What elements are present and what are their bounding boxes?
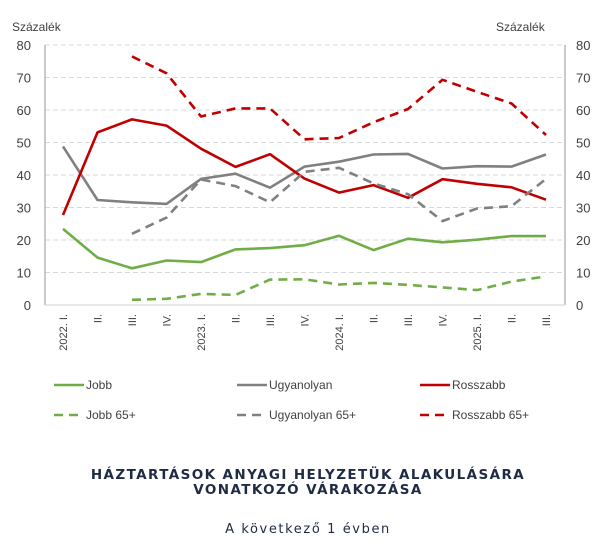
x-tick-label: III. (403, 314, 415, 326)
x-tick-label: III. (265, 314, 277, 326)
y-tick-label-left: 30 (17, 201, 31, 216)
x-tick-label: IV. (438, 314, 450, 326)
legend-label: Ugyanolyan 65+ (269, 408, 356, 422)
axes (44, 45, 566, 306)
series-line-rosszabb-65plus (131, 55, 547, 141)
y-axis-left-label: Százalék (12, 20, 62, 34)
y-tick-label-left: 40 (17, 168, 31, 183)
y-tick-label-right: 70 (576, 71, 590, 86)
series-line-jobb-65plus (131, 275, 547, 302)
x-tick-label: II. (507, 314, 519, 323)
y-tick-label-right: 40 (576, 168, 590, 183)
series-lines (61, 55, 547, 302)
series-line-jobb (62, 227, 546, 270)
y-tick-label-left: 10 (17, 266, 31, 281)
x-tick-label: II. (231, 314, 243, 323)
y-tick-label-left: 70 (17, 71, 31, 86)
y-tick-label-right: 80 (576, 38, 590, 53)
x-axis-ticks: 2022. I. II. III. IV. 2023. I. II. III. IV. 2024… (58, 314, 553, 351)
y-tick-label-right: 30 (576, 201, 590, 216)
series-line-rosszabb (61, 118, 547, 216)
x-tick-label: 2025. I. (472, 314, 484, 351)
x-tick-label: 2022. I. (58, 314, 70, 351)
chart-title-line-1: HÁZTARTÁSOK ANYAGI HELYZETÜK ALAKULÁSÁRA (90, 467, 526, 483)
y-tick-label-right: 20 (576, 233, 590, 248)
legend-label: Rosszabb 65+ (452, 408, 529, 422)
x-tick-label: II. (369, 314, 381, 323)
x-tick-label: 2024. I. (334, 314, 346, 351)
y-tick-label-right: 0 (576, 298, 583, 313)
y-tick-label-left: 0 (24, 298, 31, 313)
legend-label: Jobb 65+ (86, 408, 136, 422)
y-tick-label-left: 60 (17, 103, 31, 118)
chart-title-line-2: VONATKOZÓ VÁRAKOZÁSA (193, 482, 423, 498)
y-tick-label-left: 80 (17, 38, 31, 53)
legend: Jobb Ugyanolyan Rosszabb Jobb 65+ Ugyanolyan… (54, 378, 529, 422)
y-tick-label-left: 20 (17, 233, 31, 248)
y-tick-label-right: 60 (576, 103, 590, 118)
x-tick-label: III. (127, 314, 139, 326)
y-tick-label-right: 50 (576, 136, 590, 151)
legend-label: Jobb (86, 378, 112, 392)
chart-subtitle: A következő 1 évben (225, 522, 391, 537)
chart-title: HÁZTARTÁSOK ANYAGI HELYZETÜK ALAKULÁSÁRA… (0, 468, 616, 498)
y-axis-left-ticks: 0 10 20 30 40 50 60 70 80 (17, 38, 31, 313)
series-line-ugyanolyan-65plus (131, 166, 547, 235)
y-tick-label-right: 10 (576, 266, 590, 281)
x-tick-label: 2023. I. (196, 314, 208, 351)
legend-label: Ugyanolyan (269, 378, 332, 392)
x-tick-label: II. (93, 314, 105, 323)
y-axis-right-label: Százalék (496, 20, 546, 34)
x-tick-label: IV. (300, 314, 312, 326)
x-tick-label: III. (541, 314, 553, 326)
y-axis-right-ticks: 0 10 20 30 40 50 60 70 80 (576, 38, 590, 313)
y-tick-label-left: 50 (17, 136, 31, 151)
series-line-ugyanolyan (61, 145, 547, 206)
x-tick-label: IV. (162, 314, 174, 326)
legend-label: Rosszabb (452, 378, 506, 392)
